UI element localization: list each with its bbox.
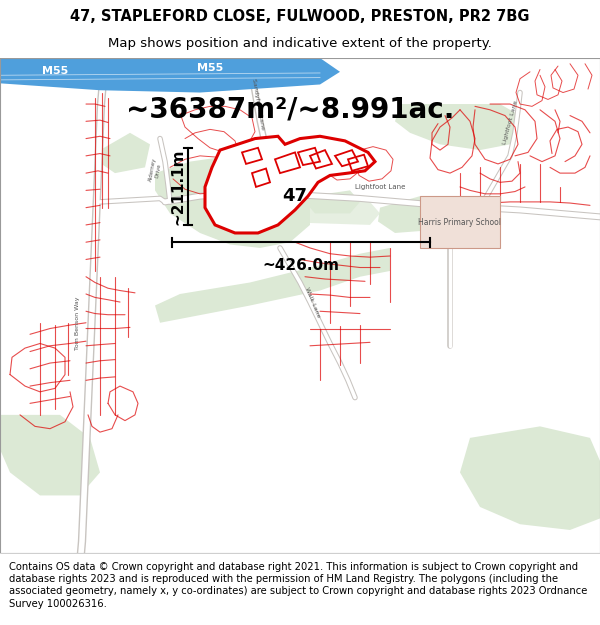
Polygon shape	[460, 426, 600, 530]
Text: Lightfoot Lane: Lightfoot Lane	[355, 184, 405, 190]
Polygon shape	[205, 136, 375, 233]
Text: Sandyforth Lane: Sandyforth Lane	[251, 78, 265, 131]
Text: Walk Lane: Walk Lane	[304, 286, 320, 318]
Text: ~36387m²/~8.991ac.: ~36387m²/~8.991ac.	[126, 96, 454, 124]
Polygon shape	[98, 133, 150, 173]
Text: Lightfoot Lane: Lightfoot Lane	[502, 100, 518, 146]
Polygon shape	[0, 415, 100, 496]
Text: Alderney
Drive: Alderney Drive	[148, 157, 163, 182]
Polygon shape	[305, 191, 360, 213]
Polygon shape	[378, 196, 435, 233]
Bar	[420, 196, 500, 248]
Text: Tom Benson Way: Tom Benson Way	[76, 296, 80, 349]
Text: Contains OS data © Crown copyright and database right 2021. This information is : Contains OS data © Crown copyright and d…	[9, 562, 587, 609]
Polygon shape	[155, 248, 390, 322]
Text: ~211.1m: ~211.1m	[170, 148, 185, 224]
Text: 47, STAPLEFORD CLOSE, FULWOOD, PRESTON, PR2 7BG: 47, STAPLEFORD CLOSE, FULWOOD, PRESTON, …	[70, 9, 530, 24]
Polygon shape	[0, 58, 340, 92]
Polygon shape	[180, 196, 380, 225]
Text: 47: 47	[283, 187, 308, 205]
Polygon shape	[395, 104, 520, 150]
Text: ~426.0m: ~426.0m	[263, 258, 340, 273]
Text: M55: M55	[42, 66, 68, 76]
Polygon shape	[155, 156, 310, 248]
Text: M55: M55	[197, 63, 223, 73]
Text: Map shows position and indicative extent of the property.: Map shows position and indicative extent…	[108, 37, 492, 50]
Text: Harris Primary School: Harris Primary School	[419, 217, 502, 226]
